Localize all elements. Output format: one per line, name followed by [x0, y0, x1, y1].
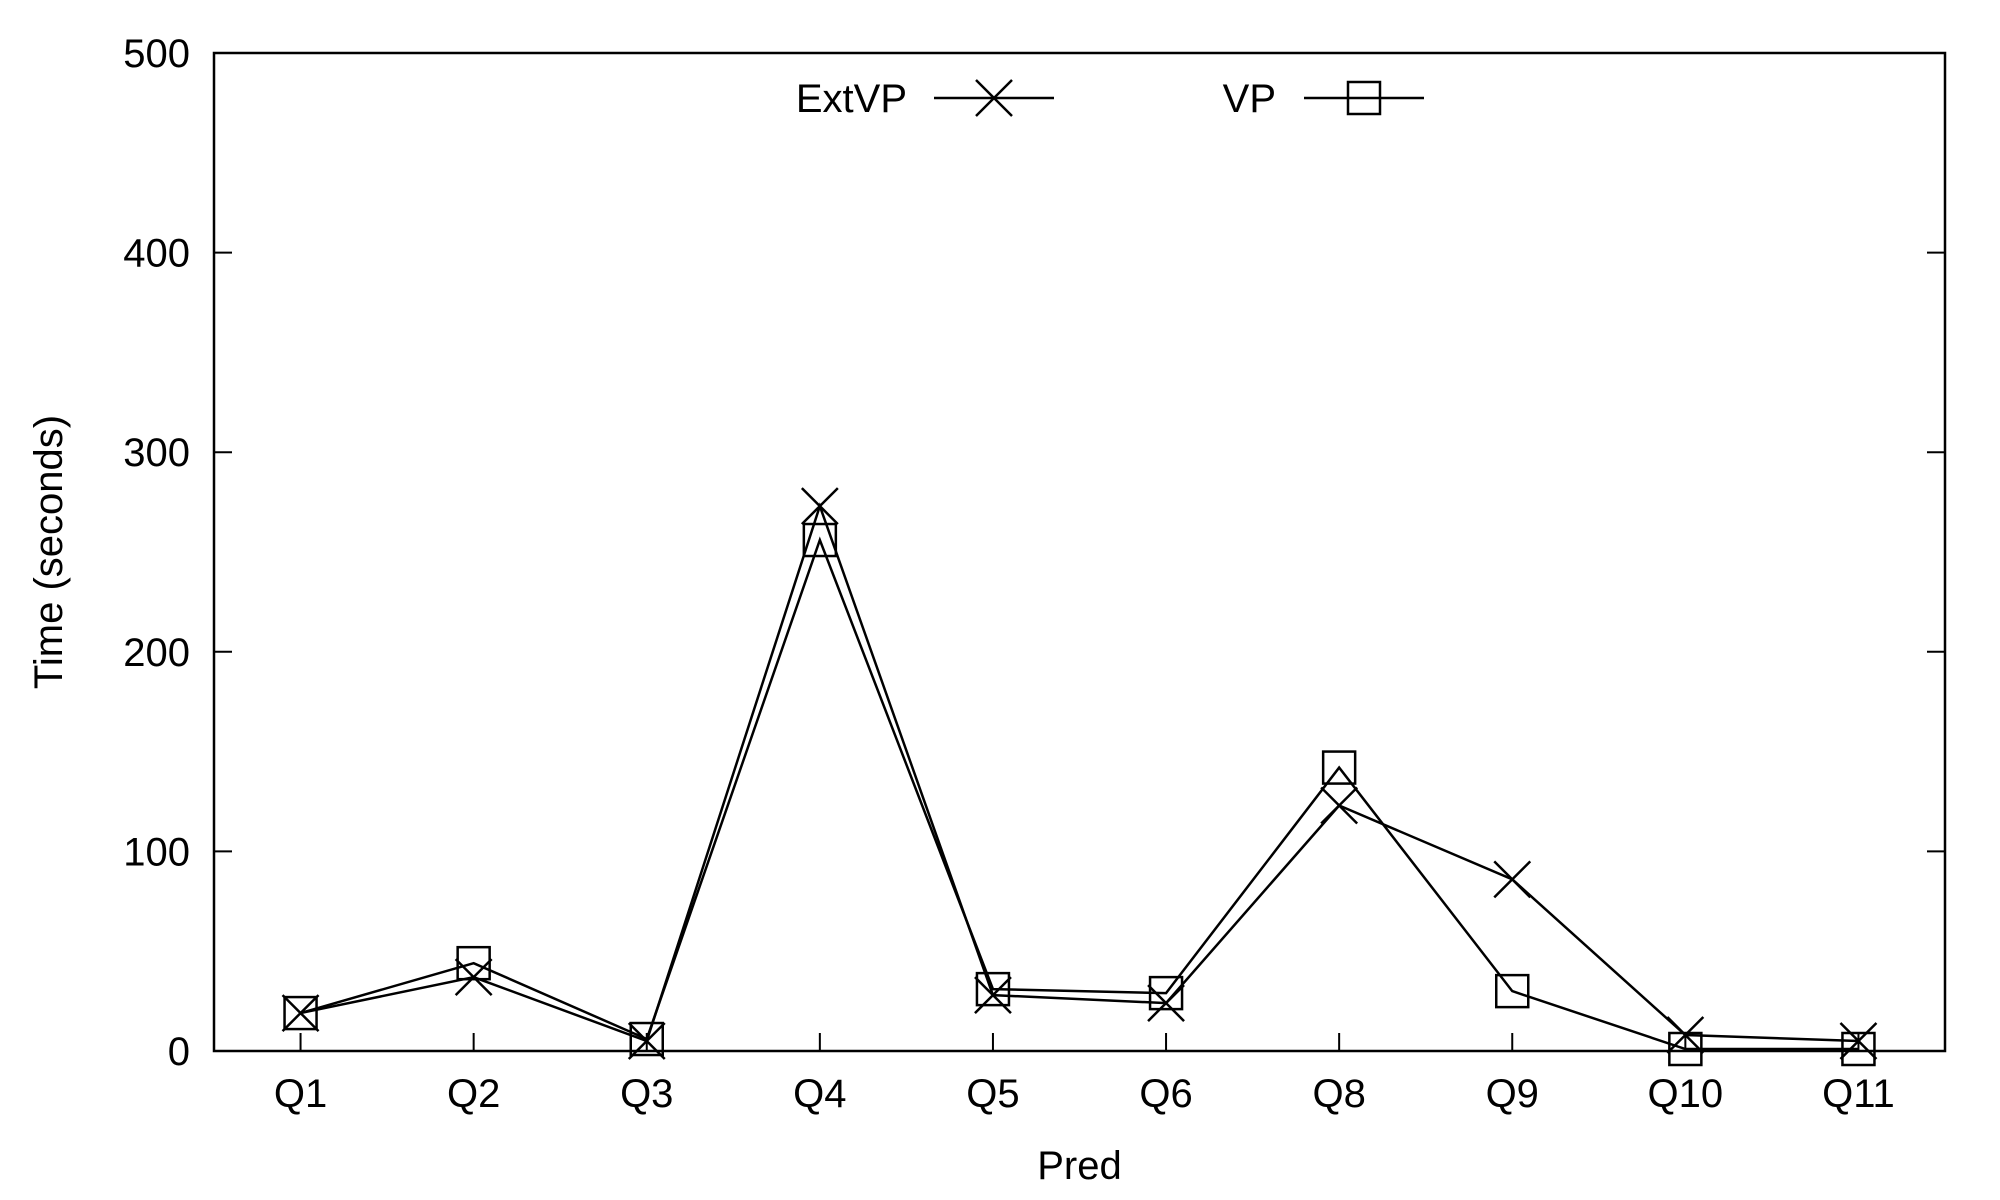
x-tick-label: Q1	[274, 1072, 327, 1116]
axis-ticks	[214, 52, 1945, 1052]
legend-marker-extvp-stroke	[975, 79, 1013, 117]
data-point-extvp	[974, 976, 1012, 1014]
data-point-vp	[1148, 975, 1184, 1011]
tick-labels: 0 100 200 300 400 500 Q1 Q2 Q3 Q4 Q5 Q6 Q8 Q9 Q10 Q11	[123, 32, 1895, 1116]
data-point-extvp	[454, 958, 493, 997]
data-point-vp	[1495, 973, 1530, 1009]
data-point-extvp	[281, 994, 320, 1032]
data-point-extvp-stroke	[1839, 1022, 1878, 1060]
data-point-extvp-stroke	[281, 994, 320, 1032]
data-point-vp	[283, 995, 318, 1031]
data-point-extvp	[627, 1022, 666, 1060]
x-tick-label: Q8	[1312, 1072, 1365, 1116]
legend: ExtVP VP	[796, 77, 1424, 121]
legend-item-vp: VP	[1223, 77, 1424, 121]
data-point-extvp-stroke	[1147, 984, 1185, 1022]
x-tick-label: Q2	[447, 1072, 500, 1116]
legend-label-extvp: ExtVP	[796, 77, 907, 121]
series-extvp	[281, 487, 1878, 1060]
y-tick-label: 200	[123, 631, 190, 675]
legend-item-extvp: ExtVP	[796, 77, 1054, 121]
x-tick-label: Q11	[1822, 1072, 1895, 1116]
data-point-extvp	[1147, 984, 1185, 1022]
y-axis-label: Time (seconds)	[27, 415, 71, 689]
data-point-vp	[975, 971, 1011, 1007]
x-tick-label: Q10	[1648, 1072, 1724, 1116]
x-axis-label: Pred	[1037, 1144, 1122, 1188]
series-lines	[281, 487, 1878, 1067]
data-point-extvp	[800, 487, 839, 525]
data-point-extvp	[1839, 1022, 1878, 1060]
data-point-vp	[1321, 750, 1357, 785]
data-point-extvp-stroke	[1320, 786, 1359, 825]
legend-label-vp: VP	[1223, 77, 1276, 121]
series-line-extvp	[300, 502, 1859, 1043]
data-point-vp	[1841, 1031, 1876, 1067]
x-tick-label: Q4	[793, 1072, 846, 1116]
data-point-extvp-stroke	[454, 958, 493, 997]
data-point-vp	[629, 1021, 664, 1057]
data-point-vp	[802, 522, 838, 558]
data-point-extvp-stroke	[800, 487, 839, 525]
y-tick-label: 300	[123, 431, 190, 475]
y-tick-label: 0	[168, 1030, 190, 1074]
data-point-extvp-stroke	[627, 1022, 666, 1060]
series-vp	[283, 522, 1876, 1067]
data-point-extvp-stroke	[1666, 1016, 1705, 1054]
data-point-vp	[1668, 1031, 1703, 1067]
plot-area-frame	[212, 51, 1947, 1053]
x-tick-label: Q9	[1486, 1072, 1539, 1116]
data-point-extvp	[1493, 860, 1532, 899]
y-tick-label: 400	[123, 232, 190, 276]
legend-marker-vp	[1346, 80, 1382, 116]
data-point-vp	[456, 945, 491, 981]
x-tick-label: Q5	[966, 1072, 1019, 1116]
data-point-extvp	[1320, 786, 1359, 825]
y-tick-label: 100	[123, 830, 190, 874]
x-tick-label: Q6	[1139, 1072, 1192, 1116]
y-tick-label: 500	[123, 32, 190, 76]
data-point-extvp-stroke	[974, 976, 1012, 1014]
data-point-extvp-stroke	[1493, 860, 1532, 899]
x-tick-label: Q3	[620, 1072, 673, 1116]
data-point-extvp	[1666, 1016, 1705, 1054]
legend-marker-extvp	[975, 79, 1013, 117]
series-line-vp	[300, 536, 1859, 1051]
